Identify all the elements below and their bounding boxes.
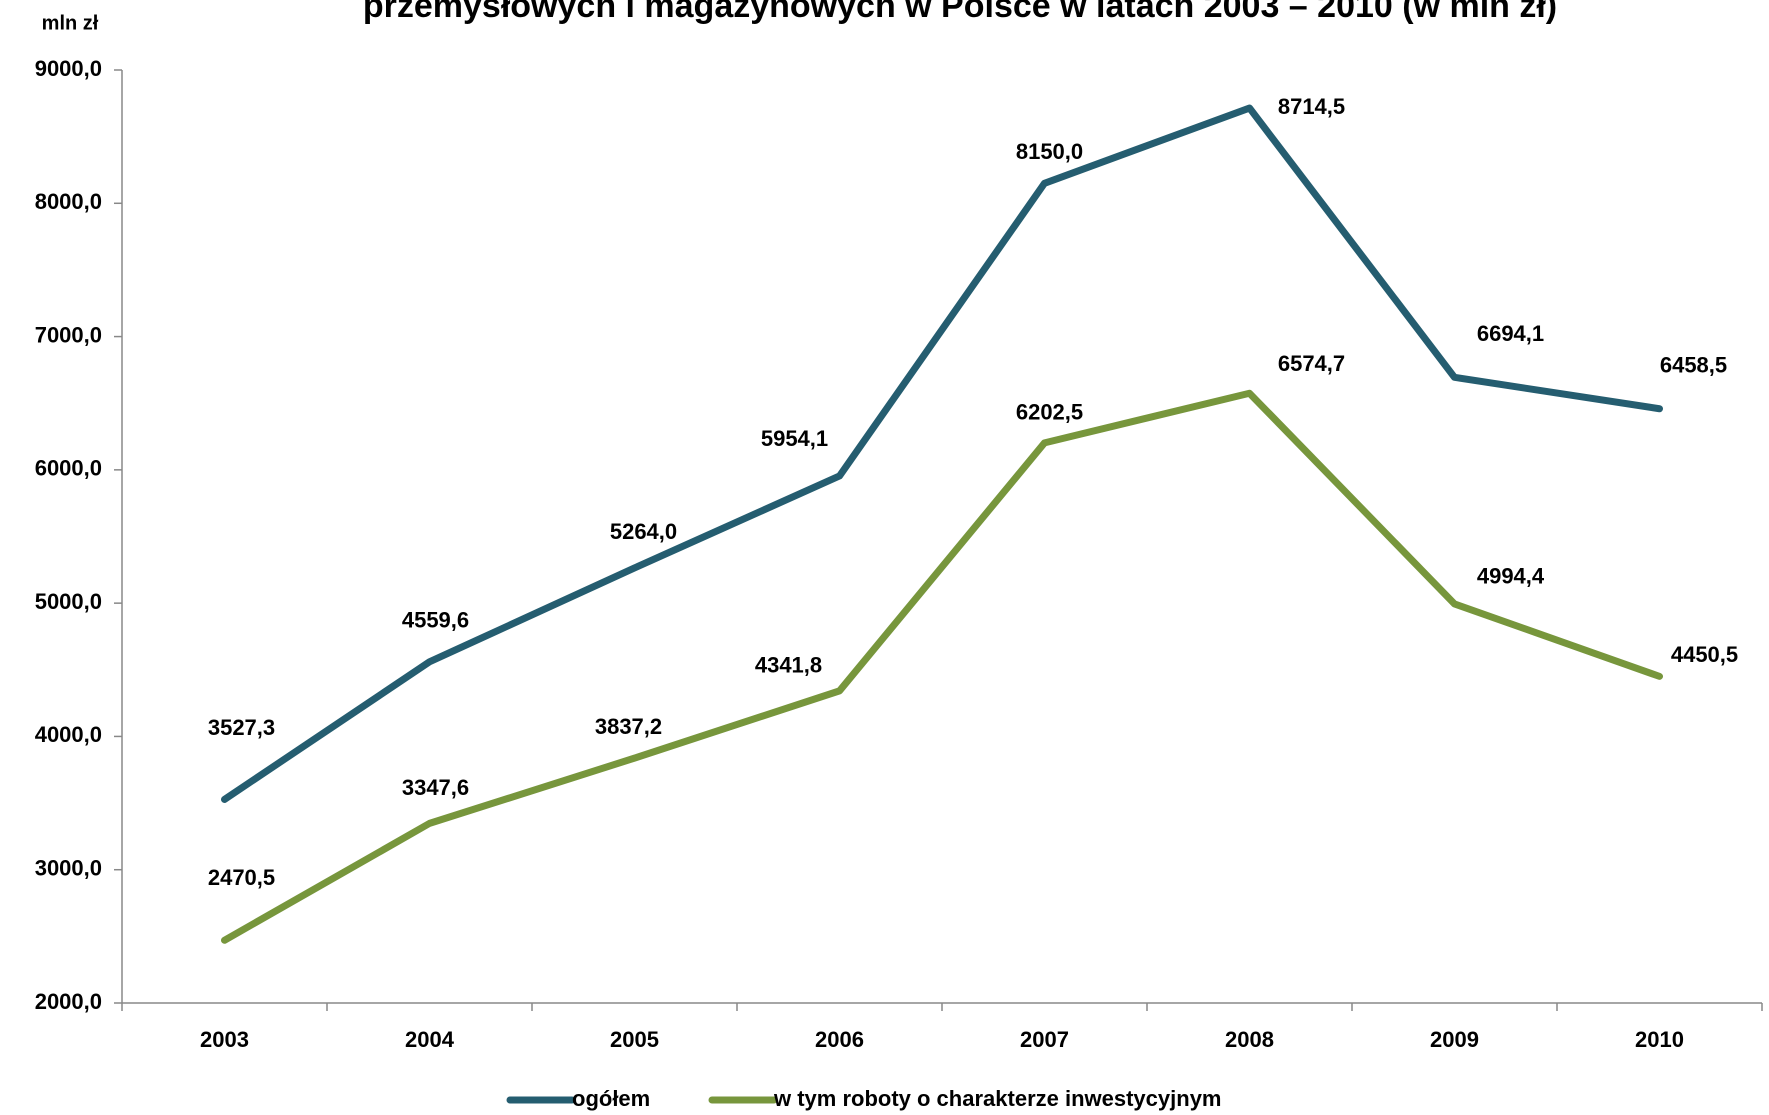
y-tick-label: 2000,0	[35, 989, 102, 1014]
legend-label: ogółem	[572, 1086, 650, 1111]
x-tick-label: 2009	[1430, 1027, 1479, 1052]
y-tick-label: 8000,0	[35, 189, 102, 214]
chart-title: przemysłowych i magazynowych w Polsce w …	[363, 0, 1557, 25]
x-tick-label: 2003	[200, 1027, 249, 1052]
y-axis-label: mln zł	[42, 12, 99, 34]
x-tick-label: 2008	[1225, 1027, 1274, 1052]
data-label: 8150,0	[1016, 139, 1083, 164]
data-label: 5954,1	[761, 426, 828, 451]
series-line	[221, 389, 1663, 944]
data-label: 6574,7	[1278, 351, 1345, 376]
y-tick-label: 6000,0	[35, 456, 102, 481]
x-tick-label: 2006	[815, 1027, 864, 1052]
data-label: 6694,1	[1477, 321, 1544, 346]
data-label: 6202,5	[1016, 400, 1083, 425]
y-tick-label: 7000,0	[35, 322, 102, 347]
data-label: 3837,2	[595, 714, 662, 739]
x-tick-label: 2005	[610, 1027, 659, 1052]
series-line	[221, 104, 1663, 803]
data-label: 4994,4	[1477, 564, 1545, 589]
data-label: 3527,3	[208, 715, 275, 740]
data-label: 5264,0	[610, 519, 677, 544]
y-tick-label: 4000,0	[35, 722, 102, 747]
data-label: 4559,6	[402, 608, 469, 633]
data-label: 4341,8	[755, 653, 822, 678]
y-tick-label: 5000,0	[35, 589, 102, 614]
y-tick-label: 9000,0	[35, 56, 102, 81]
data-label: 2470,5	[208, 865, 275, 890]
data-label: 3347,6	[402, 775, 469, 800]
x-tick-label: 2004	[405, 1027, 455, 1052]
data-label: 6458,5	[1660, 353, 1727, 378]
x-tick-label: 2010	[1635, 1027, 1684, 1052]
data-label: 8714,5	[1278, 94, 1345, 119]
x-tick-label: 2007	[1020, 1027, 1069, 1052]
legend-label: w tym roboty o charakterze inwestycyjnym	[773, 1086, 1222, 1111]
y-tick-label: 3000,0	[35, 856, 102, 881]
data-label: 4450,5	[1671, 642, 1738, 667]
